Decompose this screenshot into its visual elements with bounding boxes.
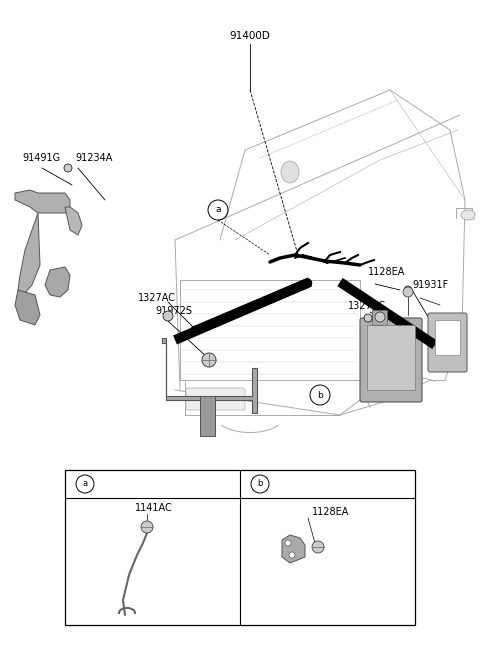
Circle shape	[163, 311, 173, 321]
Polygon shape	[65, 207, 82, 235]
Polygon shape	[15, 190, 70, 213]
Circle shape	[285, 540, 291, 546]
Text: 1327AC: 1327AC	[138, 293, 176, 303]
Circle shape	[312, 541, 324, 553]
Ellipse shape	[281, 161, 299, 183]
Circle shape	[364, 314, 372, 322]
Circle shape	[404, 286, 412, 294]
FancyBboxPatch shape	[428, 313, 467, 372]
Text: 91973M: 91973M	[376, 343, 415, 353]
Text: 1128EA: 1128EA	[368, 267, 406, 277]
Text: a: a	[215, 205, 221, 215]
Circle shape	[202, 353, 216, 367]
Circle shape	[375, 312, 385, 322]
Polygon shape	[45, 267, 70, 297]
Polygon shape	[282, 535, 305, 563]
Bar	[200, 396, 215, 436]
Circle shape	[141, 521, 153, 533]
Text: 91931F: 91931F	[412, 280, 448, 290]
Text: 91234A: 91234A	[75, 153, 112, 163]
Polygon shape	[15, 290, 40, 325]
Polygon shape	[18, 213, 40, 293]
Text: b: b	[257, 480, 263, 489]
Ellipse shape	[461, 210, 475, 220]
Bar	[435, 320, 460, 355]
FancyBboxPatch shape	[186, 388, 245, 410]
Bar	[372, 310, 387, 325]
Text: 1128EA: 1128EA	[312, 507, 349, 517]
Text: 91491G: 91491G	[22, 153, 60, 163]
Bar	[65, 470, 415, 625]
Text: 1141AC: 1141AC	[135, 503, 173, 513]
Circle shape	[403, 287, 413, 297]
Bar	[367, 325, 415, 390]
Polygon shape	[162, 338, 257, 413]
FancyBboxPatch shape	[360, 318, 422, 402]
Circle shape	[289, 552, 295, 558]
Text: 1327AC: 1327AC	[348, 301, 386, 311]
Text: a: a	[83, 480, 87, 489]
Circle shape	[64, 164, 72, 172]
Text: 91972S: 91972S	[155, 306, 192, 316]
Text: b: b	[317, 390, 323, 400]
Text: 91400D: 91400D	[229, 31, 270, 41]
